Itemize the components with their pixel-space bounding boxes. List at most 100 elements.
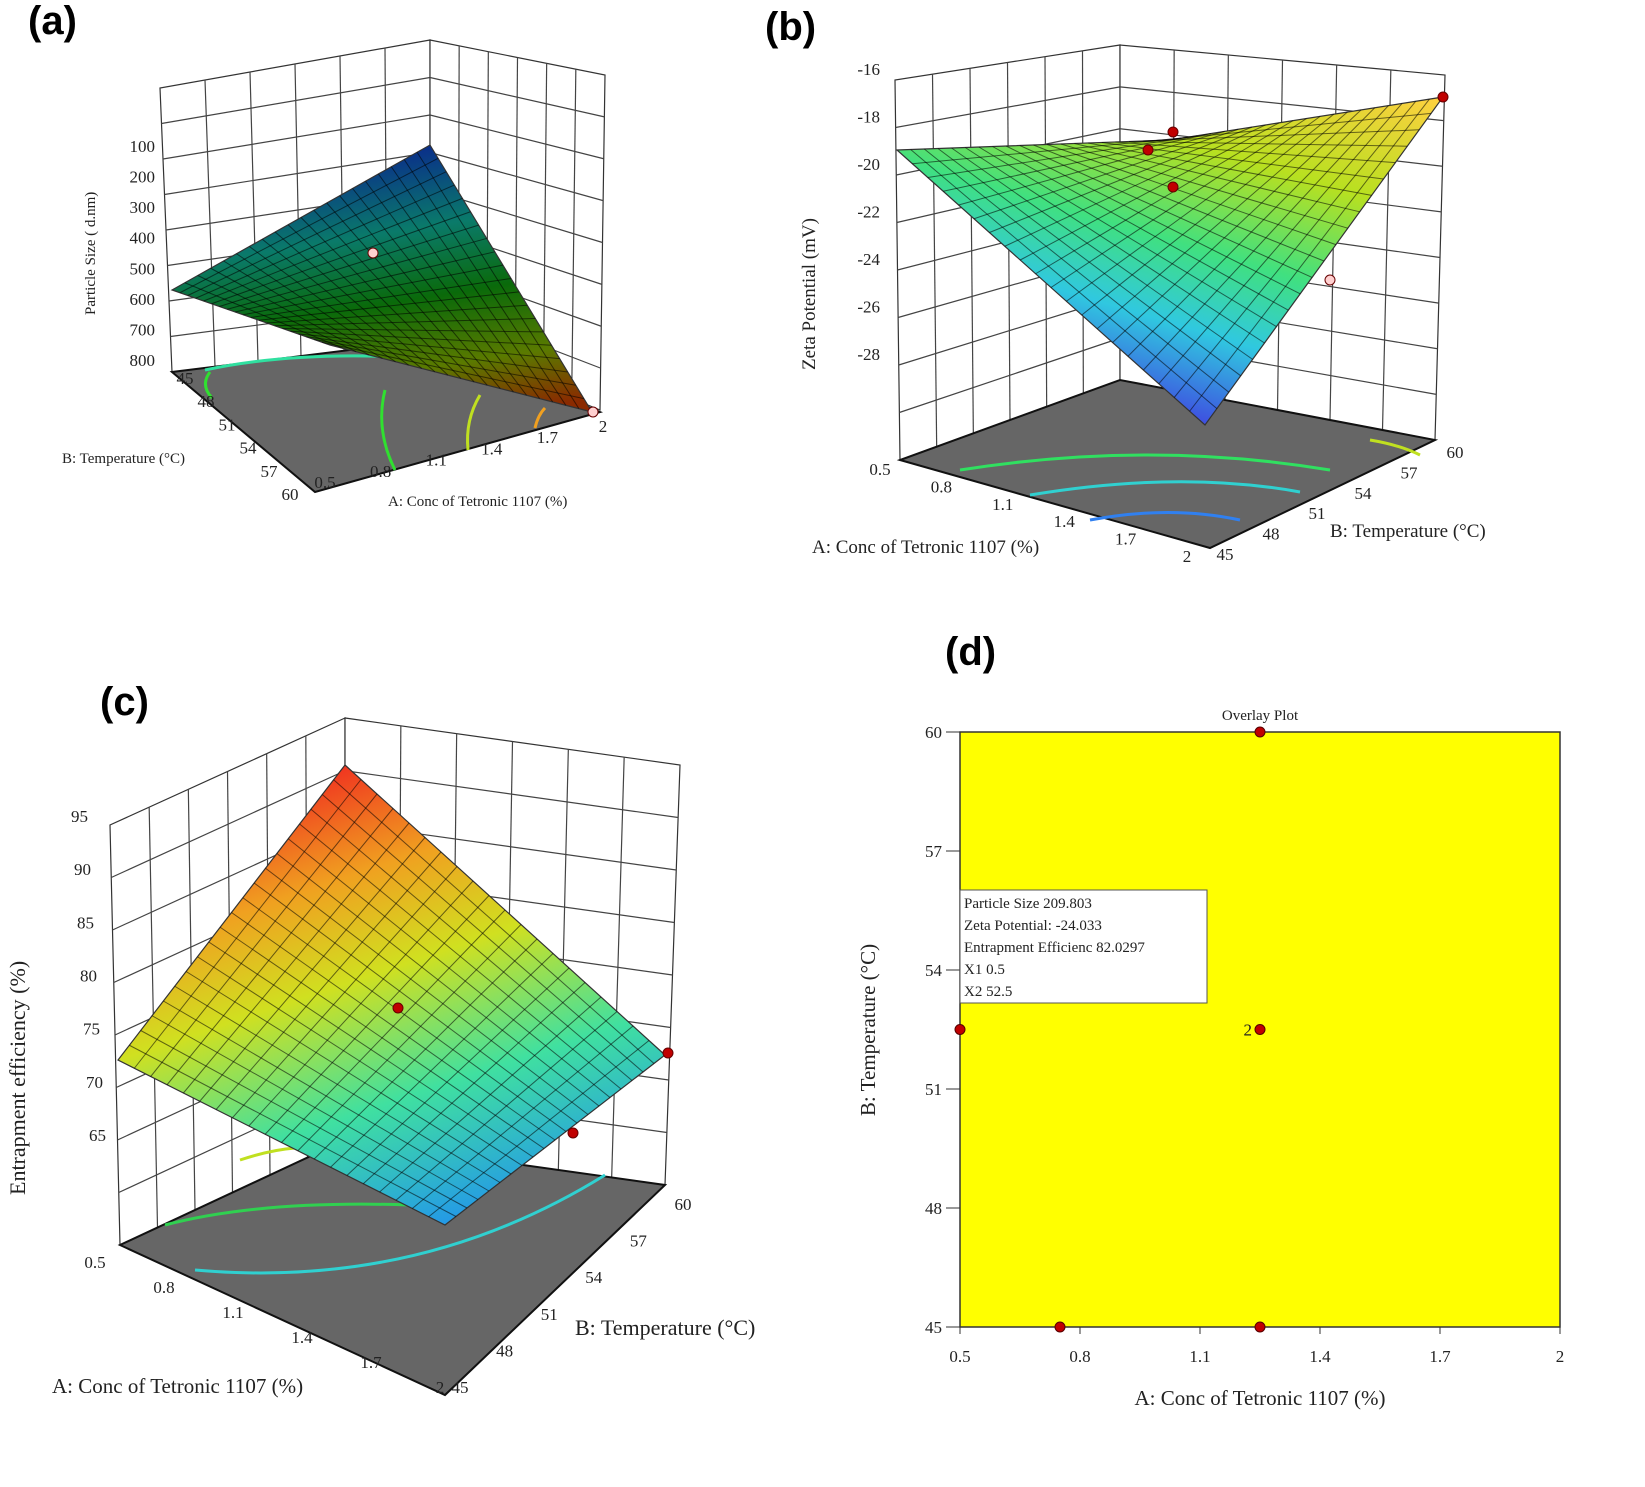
panel-label-a: (a) bbox=[28, 0, 77, 43]
flag-legend-entry: Particle Size 209.803 bbox=[964, 896, 1092, 912]
z-tick-label: 300 bbox=[130, 198, 156, 217]
response-surface-gridline bbox=[203, 197, 463, 302]
contour-line bbox=[466, 394, 482, 451]
z-tick-label: -18 bbox=[857, 108, 880, 127]
panel-d-overlay-plot: 0.5 0.8 1.1 1.4 1.7 2 45 48 51 54 57 60 2 Particle Si… bbox=[925, 723, 1564, 1366]
z-tick-label: 95 bbox=[71, 807, 88, 826]
design-point bbox=[1167, 181, 1179, 193]
response-surface-gridline bbox=[208, 941, 534, 1158]
flag-legend-entry: Entrapment Efficienc 82.0297 bbox=[964, 940, 1145, 956]
z-tick-label: 400 bbox=[130, 229, 156, 248]
back-wall-right-gridline bbox=[429, 76, 605, 118]
x-tick-label: 1.1 bbox=[992, 495, 1013, 514]
x-tick-label: 0.5 bbox=[84, 1253, 105, 1272]
contour-line bbox=[1029, 480, 1301, 497]
response-surface bbox=[117, 764, 666, 1226]
panel-b-surface-plot: -16 -18 -20 -22 -24 -26 -28 0.5 0.8 1.1 1.4 1.7 2 45 4… bbox=[857, 44, 1464, 566]
response-surface-gridline bbox=[235, 251, 495, 313]
design-point-below bbox=[587, 406, 599, 418]
response-surface-gridline bbox=[299, 823, 622, 1090]
response-surface-gridline bbox=[1050, 118, 1307, 288]
contour-line bbox=[533, 406, 547, 429]
response-surface-gridline bbox=[274, 318, 536, 327]
x-tick-label: 1.4 bbox=[481, 439, 503, 458]
y-tick-label: 48 bbox=[1263, 525, 1280, 544]
y-tick-label: 51 bbox=[219, 415, 236, 434]
response-surface-gridline bbox=[973, 128, 1239, 220]
response-surface-gridline bbox=[1035, 120, 1294, 275]
flag-legend-entry: X2 52.5 bbox=[964, 984, 1012, 1000]
response-surface-gridline bbox=[265, 867, 589, 1115]
back-wall-left-gridline bbox=[161, 76, 431, 125]
x-tick-label: 1.1 bbox=[1189, 1347, 1210, 1366]
design-point-below bbox=[367, 247, 379, 259]
contour-line bbox=[194, 1173, 606, 1275]
contour-line bbox=[204, 371, 214, 400]
x-tick-label: 1.7 bbox=[360, 1353, 382, 1372]
back-wall-right-gridline bbox=[344, 770, 679, 819]
flag-legend-entry: X1 0.5 bbox=[964, 962, 1005, 978]
response-surface-gridline bbox=[1019, 122, 1280, 261]
design-point bbox=[1142, 144, 1154, 156]
x-tick-label: 1.1 bbox=[222, 1303, 243, 1322]
design-point bbox=[954, 1024, 966, 1035]
response-surface-gridline bbox=[195, 184, 455, 299]
contour-line bbox=[1369, 438, 1421, 457]
contour-line bbox=[1089, 511, 1241, 522]
panel-d-title: Overlay Plot bbox=[1222, 708, 1299, 724]
design-point bbox=[1254, 726, 1266, 738]
z-tick-label: 800 bbox=[130, 351, 156, 370]
y-tick-label: 54 bbox=[925, 961, 943, 980]
response-surface-gridline bbox=[1004, 124, 1266, 247]
x-tick-label: 2 bbox=[1183, 547, 1192, 566]
panel-a-zlabel: Particle Size ( d.nm) bbox=[83, 192, 99, 315]
x-tick-label: 0.8 bbox=[1069, 1347, 1090, 1366]
z-tick-label: 70 bbox=[86, 1073, 103, 1092]
response-surface-gridline bbox=[912, 137, 1184, 165]
z-tick-label: -24 bbox=[857, 250, 880, 269]
response-surface-gridline bbox=[314, 339, 576, 386]
z-tick-label: 90 bbox=[74, 860, 91, 879]
flag-legend-box bbox=[959, 889, 1208, 1004]
response-surface-gridline bbox=[174, 985, 501, 1183]
y-tick-label: 57 bbox=[1401, 463, 1419, 482]
design-point bbox=[1254, 1321, 1266, 1333]
z-tick-label: -22 bbox=[857, 203, 880, 222]
design-point bbox=[1054, 1321, 1066, 1333]
y-tick-label: 54 bbox=[240, 439, 258, 458]
response-surface-gridline bbox=[1112, 109, 1362, 343]
x-tick-label: 0.8 bbox=[931, 477, 952, 496]
contour-line bbox=[959, 453, 1331, 472]
response-surface-gridline bbox=[1173, 100, 1417, 398]
response-surface-gridline bbox=[266, 304, 528, 324]
design-point bbox=[1167, 126, 1179, 138]
x-tick-label: 2 bbox=[1556, 1347, 1565, 1366]
y-tick-label: 60 bbox=[675, 1195, 692, 1214]
response-surface-gridline bbox=[927, 135, 1198, 178]
panel-label-c: (c) bbox=[100, 680, 149, 724]
contour-line bbox=[164, 1202, 411, 1227]
response-surface-gridline bbox=[290, 330, 552, 346]
floor-plane bbox=[117, 1138, 668, 1397]
x-tick-label: 0.5 bbox=[314, 473, 335, 492]
z-tick-label: 75 bbox=[83, 1020, 100, 1039]
response-surface-gridline bbox=[242, 897, 567, 1132]
x-tick-label: 1.7 bbox=[1115, 530, 1137, 549]
response-surface-gridline bbox=[179, 157, 439, 294]
z-tick-label: 200 bbox=[130, 168, 156, 187]
flag-legend-entry: Zeta Potential: -24.033 bbox=[964, 918, 1102, 934]
y-tick-label: 54 bbox=[585, 1268, 603, 1287]
response-surface-gridline bbox=[187, 171, 447, 296]
x-tick-label: 0.8 bbox=[153, 1278, 174, 1297]
back-wall-left-gridline bbox=[162, 114, 431, 160]
back-wall-right-gridline bbox=[429, 114, 604, 160]
response-surface-gridline bbox=[958, 130, 1225, 206]
contour-line bbox=[239, 1146, 296, 1162]
response-surface-gridline bbox=[310, 808, 633, 1081]
response-surface-gridline bbox=[258, 291, 520, 321]
panel-b-ylabel: B: Temperature (°C) bbox=[1330, 521, 1486, 542]
response-surface-gridline bbox=[253, 882, 578, 1124]
response-surface-gridline bbox=[140, 1030, 468, 1209]
response-surface-gridline bbox=[129, 1044, 457, 1217]
